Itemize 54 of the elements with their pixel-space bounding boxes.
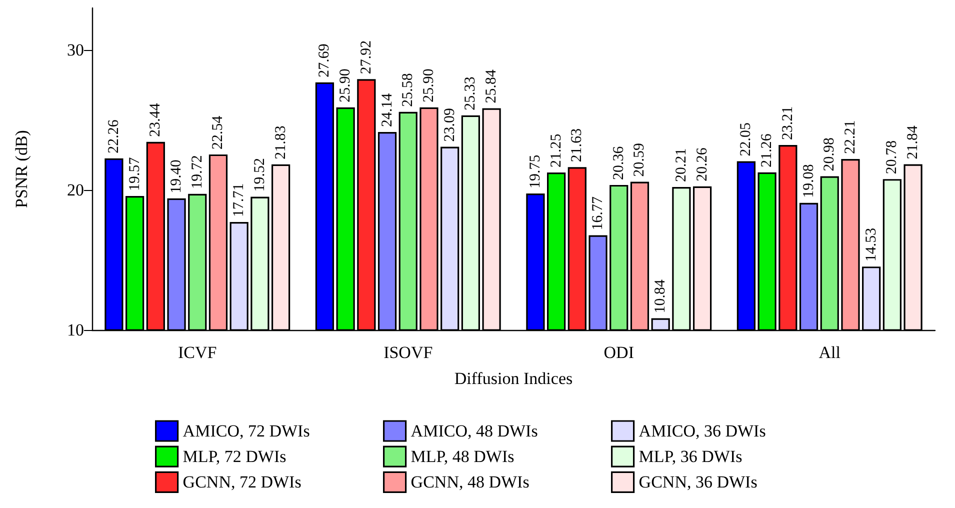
data-label: 20.26 — [694, 147, 710, 182]
data-label: 19.52 — [252, 158, 268, 192]
data-label: 17.71 — [231, 183, 248, 218]
data-label: 20.98 — [822, 138, 838, 172]
x-tick-label: All — [818, 343, 841, 362]
data-label: 25.84 — [484, 68, 500, 104]
data-label: 20.21 — [673, 148, 690, 182]
legend-label: GCNN, 48 DWIs — [410, 472, 530, 492]
data-label: 22.26 — [106, 119, 122, 154]
x-axis-title: Diffusion Indices — [454, 369, 573, 388]
data-label: 22.21 — [842, 120, 858, 154]
legend-label: AMICO, 36 DWIs — [638, 422, 766, 440]
data-label: 25.90 — [420, 68, 437, 102]
x-tick-label: ODI — [604, 343, 634, 362]
y-tick-label: 20 — [67, 180, 84, 200]
y-tick-label: 30 — [67, 40, 84, 60]
data-label: 25.90 — [338, 68, 354, 102]
data-label: 24.14 — [379, 92, 396, 128]
data-label: 23.21 — [780, 106, 796, 140]
data-label: 21.83 — [272, 126, 289, 160]
legend-label: AMICO, 48 DWIs — [410, 422, 538, 440]
data-label: 19.08 — [800, 164, 817, 198]
data-label: 10.84 — [652, 278, 669, 314]
data-label: 27.69 — [316, 44, 333, 78]
data-label: 19.75 — [527, 154, 544, 188]
data-label: 23.44 — [148, 102, 164, 137]
legend-label: MLP, 48 DWIs — [410, 447, 514, 466]
legend-label: MLP, 72 DWIs — [182, 447, 286, 466]
data-label: 14.53 — [863, 228, 880, 262]
data-label: 21.26 — [759, 133, 776, 168]
data-label: 19.40 — [168, 160, 185, 194]
data-label: 21.25 — [548, 134, 564, 168]
data-label: 20.59 — [632, 142, 648, 177]
data-label: 20.36 — [610, 146, 627, 180]
data-label: 19.57 — [126, 156, 143, 192]
x-tick-label: ICVF — [178, 343, 217, 362]
data-label: 22.54 — [210, 115, 226, 150]
data-label: 25.58 — [400, 73, 416, 107]
data-label: 23.09 — [442, 108, 458, 142]
data-label: 20.78 — [884, 140, 900, 174]
data-label: 21.84 — [905, 124, 922, 160]
x-tick-label: ISOVF — [384, 343, 433, 362]
legend-label: GCNN, 36 DWIs — [638, 472, 758, 492]
data-label: 19.72 — [189, 155, 206, 189]
legend-label: GCNN, 72 DWIs — [182, 472, 302, 492]
data-label: 16.77 — [590, 196, 606, 230]
data-label: 22.05 — [738, 122, 754, 156]
legend-label: MLP, 36 DWIs — [638, 447, 742, 466]
legend-label: AMICO, 72 DWIs — [182, 422, 310, 440]
y-axis-title: PSNR (dB) — [12, 130, 31, 208]
data-label: 25.33 — [462, 76, 479, 110]
data-label: 27.92 — [358, 40, 374, 74]
y-tick-label: 10 — [67, 320, 84, 340]
data-label: 21.63 — [569, 128, 586, 162]
